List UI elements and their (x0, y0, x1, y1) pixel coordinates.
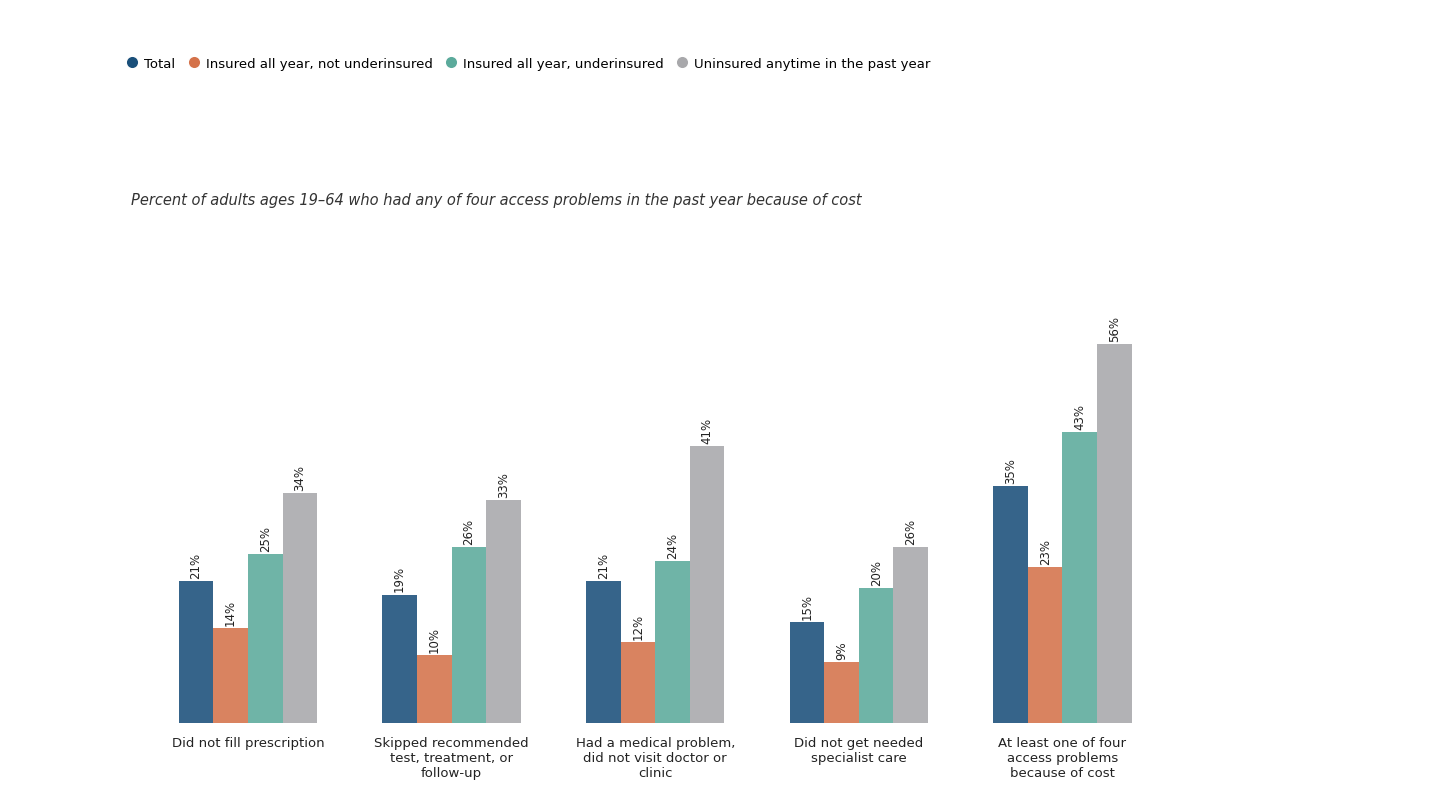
Bar (690, 446, 725, 723)
Text: 26%: 26% (904, 519, 917, 545)
Bar (993, 487, 1028, 723)
Text: 33%: 33% (496, 472, 510, 498)
Text: 19%: 19% (393, 567, 406, 593)
Text: 14%: 14% (224, 601, 237, 626)
Text: 25%: 25% (259, 526, 272, 552)
Text: 43%: 43% (1073, 404, 1086, 430)
Bar (620, 642, 655, 723)
Bar (179, 581, 214, 723)
Bar (282, 493, 317, 723)
Text: 10%: 10% (428, 627, 441, 653)
Bar (655, 560, 690, 723)
Text: 56%: 56% (1108, 316, 1121, 342)
Bar (416, 656, 451, 723)
Text: 21%: 21% (189, 553, 202, 579)
Legend: Total, Insured all year, not underinsured, Insured all year, underinsured, Unins: Total, Insured all year, not underinsure… (127, 57, 930, 71)
Text: 12%: 12% (632, 614, 645, 640)
Text: 15%: 15% (801, 593, 814, 619)
Bar (1028, 567, 1063, 723)
Text: 34%: 34% (293, 465, 306, 491)
Bar (585, 581, 620, 723)
Bar (789, 622, 824, 723)
Bar (248, 554, 282, 723)
Text: 23%: 23% (1038, 539, 1051, 565)
Bar (486, 500, 521, 723)
Bar (894, 547, 927, 723)
Text: 20%: 20% (869, 560, 882, 586)
Bar (1063, 432, 1096, 723)
Text: 41%: 41% (700, 417, 713, 443)
Text: 26%: 26% (463, 519, 475, 545)
Bar (859, 588, 894, 723)
Text: 35%: 35% (1005, 458, 1018, 484)
Text: 21%: 21% (597, 553, 610, 579)
Bar (383, 594, 416, 723)
Text: 9%: 9% (836, 641, 847, 660)
Bar (214, 628, 248, 723)
Text: 24%: 24% (665, 533, 678, 559)
Bar (824, 662, 859, 723)
Bar (451, 547, 486, 723)
Text: Percent of adults ages 19–64 who had any of four access problems in the past yea: Percent of adults ages 19–64 who had any… (131, 193, 862, 208)
Bar (1096, 344, 1131, 723)
